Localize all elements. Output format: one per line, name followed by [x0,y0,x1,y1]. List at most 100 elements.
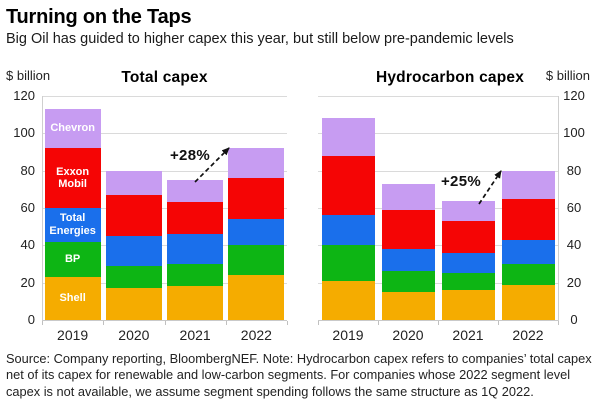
bar-segment-total_energies-2019 [321,215,375,246]
bar-segment-total_energies-2021 [441,252,495,274]
annotation-arrow-icon [194,147,230,183]
bar-segment-total_energies-2020 [105,236,162,266]
page-title: Turning on the Taps [6,6,192,28]
bar-segment-bp-2020 [105,265,162,289]
bar-segment-shell-2019 [321,280,375,320]
bar-segment-exxon_mobil-2021 [167,202,224,235]
stacked-bar-2019 [321,118,375,320]
bar-segment-chevron-2020 [105,170,162,195]
source-note: Source: Company reporting, BloombergNEF.… [6,351,592,399]
annotation-arrow-icon [478,170,502,205]
x-category-label-2020: 2020 [392,327,424,343]
bar-segment-total_energies-2019: Total Energies [44,208,101,242]
gridline-60 [318,208,558,209]
bar-segment-exxon_mobil-2019 [321,155,375,216]
bar-segment-chevron-2021 [167,180,224,203]
x-axis-tick [103,321,105,325]
x-category-label-2020: 2020 [118,327,150,343]
bar-segment-chevron-2019: Chevron [44,109,101,149]
gridline-100 [42,133,287,135]
bar-segment-chevron-2022 [501,170,555,199]
y-axis-unit-left: $ billion [6,68,51,83]
x-axis-tick [164,321,166,325]
y-tick-label-40: 40 [20,237,35,253]
segment-label-chevron: Chevron [50,122,95,135]
annotation-label-1: +25% [441,173,481,190]
gridline-120 [42,96,287,97]
x-axis-tick [438,321,439,325]
y-tick-label-120: 120 [563,88,585,103]
annotation-label-0: +28% [170,147,210,164]
stacked-bar-2020 [105,170,162,320]
bar-segment-exxon_mobil-2021 [441,221,495,253]
y-tick-label-80: 80 [20,162,35,178]
gridline-20 [318,282,558,284]
y-tick-label-20: 20 [20,274,35,290]
gridline-80 [318,170,558,172]
bar-segment-shell-2021 [441,290,495,320]
bar-segment-shell-2020 [381,291,435,320]
bar-segment-shell-2022 [228,275,285,320]
page-subtitle: Big Oil has guided to higher capex this … [6,31,514,47]
x-category-label-2019: 2019 [57,327,89,343]
y-tick-label-80: 80 [566,162,582,178]
bar-segment-shell-2022 [501,284,555,320]
stacked-bar-2022 [501,170,555,320]
bar-segment-chevron-2019 [321,118,375,156]
x-category-label-2022: 2022 [240,327,272,343]
bar-segment-total_energies-2021 [167,234,224,265]
x-category-label-2019: 2019 [332,327,364,343]
bar-segment-shell-2020 [105,288,162,320]
bar-segment-total_energies-2022 [228,219,285,246]
bar-segment-exxon_mobil-2020 [105,194,162,237]
gridline-100 [318,133,558,135]
gridline-80 [42,170,287,172]
y-tick-label-60: 60 [20,200,35,215]
x-axis-tick [378,321,379,325]
bar-segment-exxon_mobil-2022 [501,198,555,240]
bar-segment-bp-2021 [167,264,224,287]
stacked-bar-2022 [228,148,285,320]
bar-segment-bp-2019 [321,245,375,281]
stacked-bar-2019: Shell BP Total Energies Exxon Mobil Chevron [44,109,101,320]
bar-segment-shell-2019: Shell [44,277,101,320]
bar-segment-bp-2020 [381,271,435,292]
bar-segment-shell-2021 [167,286,224,320]
bar-segment-total_energies-2020 [381,249,435,272]
y-tick-label-0: 0 [570,312,578,327]
chart-title-total-capex: Total capex [121,69,208,86]
segment-label-exxon_mobil: Exxon Mobil [56,165,90,191]
x-category-label-2021: 2021 [179,327,211,343]
segment-label-bp: BP [64,253,81,266]
gridline-20 [42,282,287,284]
bar-segment-chevron-2022 [228,148,285,179]
x-axis-tick [498,321,499,325]
x-axis-tick [42,321,43,325]
y-axis-line [42,96,43,321]
segment-label-shell: Shell [59,292,86,305]
y-tick-label-100: 100 [563,125,585,141]
gridline-40 [42,245,287,247]
y-tick-label-60: 60 [566,200,582,215]
x-axis-tick [318,321,319,325]
chart-title-hydrocarbon-capex: Hydrocarbon capex [375,69,525,86]
x-axis-tick [558,321,559,325]
x-axis-tick [225,321,227,325]
gridline-120 [318,96,558,97]
bar-segment-total_energies-2022 [501,239,555,264]
x-axis-line [318,320,558,321]
y-tick-label-100: 100 [13,125,35,141]
bar-segment-exxon_mobil-2019: Exxon Mobil [44,148,101,209]
x-category-label-2021: 2021 [452,327,484,343]
bar-segment-exxon_mobil-2020 [381,209,435,250]
y-tick-label-0: 0 [27,312,35,327]
y-axis-line [558,96,559,321]
stacked-bar-2020 [381,183,435,320]
y-tick-label-120: 120 [13,88,35,103]
bar-segment-exxon_mobil-2022 [228,178,285,220]
segment-label-total_energies: Total Energies [49,212,96,237]
y-axis-unit-right: $ billion [545,68,590,83]
x-category-label-2022: 2022 [512,327,544,343]
